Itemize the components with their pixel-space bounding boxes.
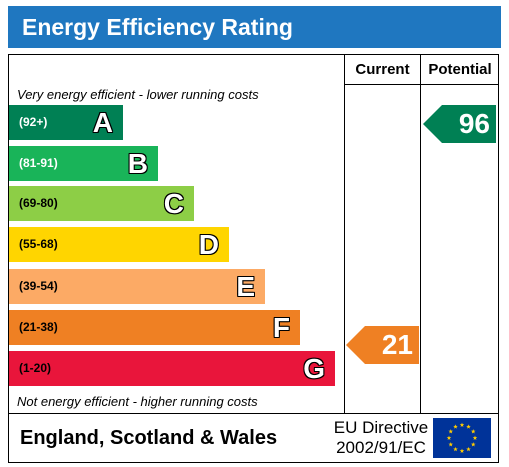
eu-star <box>448 442 454 447</box>
eu-star <box>453 424 458 429</box>
band-range: (81-91) <box>19 156 58 170</box>
eu-star <box>453 446 458 452</box>
band-range: (39-54) <box>19 279 58 293</box>
current-column-header: Current <box>355 61 410 78</box>
eu-directive: EU Directive 2002/91/EC <box>331 418 431 458</box>
band-f: (21-38) F <box>9 310 300 345</box>
band-range: (55-68) <box>19 237 58 251</box>
eu-star <box>459 422 465 427</box>
eu-star <box>472 435 478 440</box>
rating-chart: Current Potential Very energy efficient … <box>8 54 499 414</box>
band-a: (92+) A <box>9 105 123 140</box>
current-rating-value: 21 <box>381 329 413 360</box>
arrow-shape <box>423 105 496 143</box>
page-title: Energy Efficiency Rating <box>22 14 293 40</box>
column-divider <box>420 55 421 413</box>
band-range: (1-20) <box>19 361 52 375</box>
band-letter: A <box>92 107 113 138</box>
band-g: (1-20) G <box>9 351 335 386</box>
directive-line-2: 2002/91/EC <box>336 438 426 457</box>
chart-footer: England, Scotland & Wales EU Directive 2… <box>8 414 499 463</box>
region-label: England, Scotland & Wales <box>20 427 278 449</box>
band-d: (55-68) D <box>9 227 229 262</box>
inefficient-note: Not energy efficient - higher running co… <box>17 394 258 409</box>
header-divider <box>344 84 498 85</box>
column-divider <box>344 55 345 413</box>
eu-flag-icon <box>433 418 491 458</box>
efficient-note: Very energy efficient - lower running co… <box>17 87 259 102</box>
eu-star <box>466 424 471 429</box>
band-range: (21-38) <box>19 320 58 334</box>
band-b: (81-91) B <box>9 146 158 181</box>
potential-rating-value: 96 <box>458 108 490 139</box>
band-letter: E <box>236 271 255 302</box>
band-range: (69-80) <box>19 196 58 210</box>
arrow-shape <box>346 326 419 364</box>
band-range: (92+) <box>19 115 48 129</box>
potential-rating-arrow: 96 <box>423 105 496 143</box>
eu-star <box>466 446 471 452</box>
eu-star <box>459 448 465 453</box>
band-letter: C <box>163 188 184 219</box>
band-c: (69-80) C <box>9 186 194 221</box>
eu-star <box>446 435 452 440</box>
current-rating-arrow: 21 <box>346 326 419 364</box>
band-letter: D <box>198 229 219 260</box>
band-letter: F <box>272 312 290 343</box>
eu-star <box>470 429 476 434</box>
eu-star <box>470 442 476 447</box>
band-letter: G <box>303 353 325 384</box>
eu-star <box>448 429 454 434</box>
band-letter: B <box>127 148 148 179</box>
rating-header: Energy Efficiency Rating <box>8 6 501 48</box>
directive-line-1: EU Directive <box>333 418 429 437</box>
band-e: (39-54) E <box>9 269 265 304</box>
potential-column-header: Potential <box>428 61 492 78</box>
